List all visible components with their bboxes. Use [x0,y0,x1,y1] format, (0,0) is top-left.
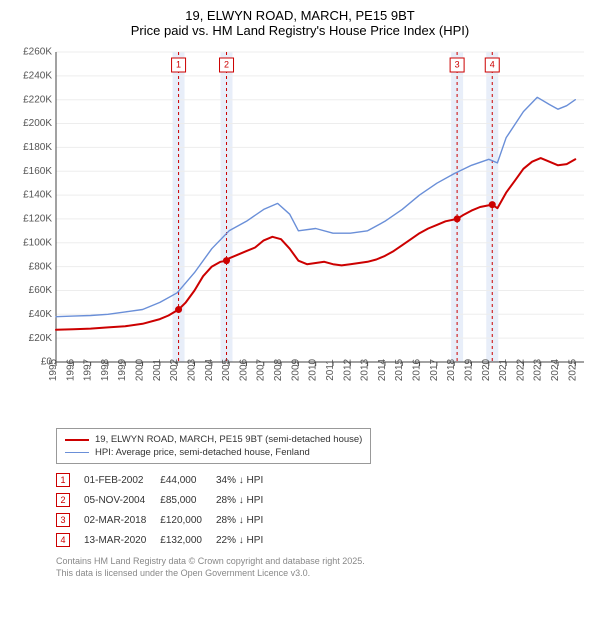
sale-date: 13-MAR-2020 [84,530,160,550]
sale-price: £132,000 [160,530,216,550]
y-tick-label: £200K [23,118,52,129]
legend-label: HPI: Average price, semi-detached house,… [95,447,310,458]
sale-marker-1: 1 [176,59,181,69]
y-tick-label: £240K [23,70,52,81]
y-tick-label: £120K [23,214,52,225]
legend-label: 19, ELWYN ROAD, MARCH, PE15 9BT (semi-de… [95,434,362,445]
footnote-line1: Contains HM Land Registry data © Crown c… [56,556,592,568]
table-row: 4 13-MAR-2020£132,00022% ↓ HPI [56,530,277,550]
legend-row: HPI: Average price, semi-detached house,… [65,446,362,459]
sale-marker-icon: 3 [56,513,70,527]
sale-marker-cell: 4 [56,530,84,550]
sale-date: 01-FEB-2002 [84,470,160,490]
y-tick-label: £60K [29,285,53,296]
footnote-line2: This data is licensed under the Open Gov… [56,568,592,580]
sale-marker-4: 4 [490,59,495,69]
sales-table: 1 01-FEB-2002£44,00034% ↓ HPI 2 05-NOV-2004… [56,470,277,550]
sale-date: 05-NOV-2004 [84,490,160,510]
sale-marker-cell: 3 [56,510,84,530]
legend: 19, ELWYN ROAD, MARCH, PE15 9BT (semi-de… [56,428,371,464]
legend-swatch [65,452,89,453]
chart: £0£20K£40K£60K£80K£100K£120K£140K£160K£1… [8,42,592,422]
sale-marker-cell: 1 [56,470,84,490]
sale-marker-3: 3 [455,59,460,69]
sale-price: £120,000 [160,510,216,530]
sale-delta: 34% ↓ HPI [216,470,277,490]
y-tick-label: £260K [23,47,52,58]
legend-swatch [65,439,89,441]
sale-delta: 28% ↓ HPI [216,490,277,510]
y-tick-label: £100K [23,237,52,248]
y-tick-label: £160K [23,166,52,177]
table-row: 1 01-FEB-2002£44,00034% ↓ HPI [56,470,277,490]
sale-marker-icon: 4 [56,533,70,547]
sale-marker-icon: 2 [56,493,70,507]
chart-svg: £0£20K£40K£60K£80K£100K£120K£140K£160K£1… [8,42,592,422]
legend-row: 19, ELWYN ROAD, MARCH, PE15 9BT (semi-de… [65,433,362,446]
sale-price: £85,000 [160,490,216,510]
y-tick-label: £140K [23,190,52,201]
title-subtitle: Price paid vs. HM Land Registry's House … [8,23,592,38]
sale-delta: 28% ↓ HPI [216,510,277,530]
sale-price: £44,000 [160,470,216,490]
sale-marker-cell: 2 [56,490,84,510]
table-row: 2 05-NOV-2004£85,00028% ↓ HPI [56,490,277,510]
sale-marker-2: 2 [224,59,229,69]
y-tick-label: £40K [29,309,53,320]
y-tick-label: £20K [29,333,53,344]
chart-container: 19, ELWYN ROAD, MARCH, PE15 9BT Price pa… [0,0,600,587]
title-address: 19, ELWYN ROAD, MARCH, PE15 9BT [8,8,592,23]
sale-marker-icon: 1 [56,473,70,487]
sale-delta: 22% ↓ HPI [216,530,277,550]
footnote: Contains HM Land Registry data © Crown c… [56,556,592,579]
sale-date: 02-MAR-2018 [84,510,160,530]
y-tick-label: £180K [23,142,52,153]
title-block: 19, ELWYN ROAD, MARCH, PE15 9BT Price pa… [8,8,592,38]
table-row: 3 02-MAR-2018£120,00028% ↓ HPI [56,510,277,530]
y-tick-label: £220K [23,94,52,105]
y-tick-label: £80K [29,261,53,272]
